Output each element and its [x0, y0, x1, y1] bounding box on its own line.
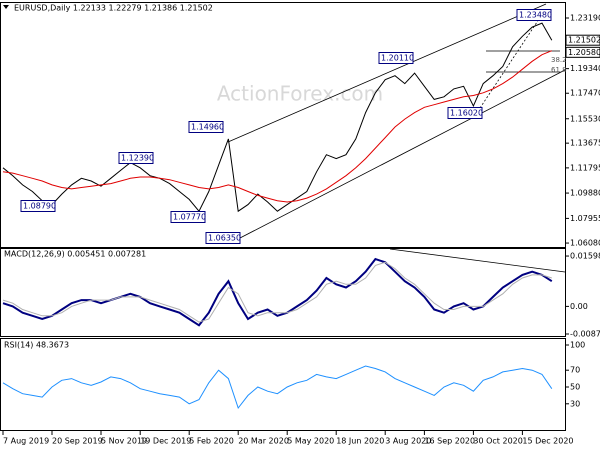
series-line — [2, 261, 552, 323]
annotation-box — [378, 52, 414, 64]
y-tick-label: 1.19340 — [570, 64, 600, 73]
annotation: 1.23480 — [519, 11, 552, 20]
y-tick-label: 0.00 — [570, 302, 588, 311]
y-tick-label: 1.17470 — [570, 89, 600, 98]
annotation-box — [170, 211, 206, 223]
annotation-box — [20, 200, 56, 212]
y-tick-label: 1.07955 — [570, 214, 600, 223]
x-tick-label: 20 Sep 2019 — [52, 437, 103, 446]
price-marker-label: 1.20580 — [568, 48, 600, 57]
x-tick-label: 5 Feb 2020 — [189, 437, 234, 446]
annotation: 1.16020 — [450, 109, 483, 118]
annotation: 1.20110 — [381, 54, 414, 63]
x-tick-label: 18 Jun 2020 — [336, 437, 384, 446]
x-tick-label: 20 Mar 2020 — [238, 437, 289, 446]
x-tick-label: 5 Nov 2019 — [101, 437, 147, 446]
x-tick-label: 5 May 2020 — [287, 437, 334, 446]
annotation: 1.08790 — [23, 202, 56, 211]
macd-title: MACD(12,26,9) 0.005451 0.007281 — [4, 250, 146, 259]
y-tick-label: 1.06080 — [570, 239, 600, 248]
price-panel — [0, 2, 566, 248]
annotation: 1.12390 — [121, 154, 154, 163]
annotation: 1.07770 — [173, 213, 206, 222]
y-tick-label: 1.09880 — [570, 189, 600, 198]
annotation-box — [118, 152, 154, 164]
macd-trendline — [389, 248, 566, 273]
annotation-box — [205, 232, 241, 244]
x-tick-label: 7 Aug 2019 — [3, 437, 49, 446]
series-line — [2, 22, 553, 213]
y-tick-label: 70 — [570, 366, 580, 375]
price-marker — [565, 34, 600, 46]
y-tick-label: 1.23190 — [570, 13, 600, 22]
series-line — [2, 365, 553, 410]
x-tick-label: 15 Dec 2020 — [522, 437, 573, 446]
y-tick-label: -0.008762 — [570, 329, 600, 338]
annotation-box — [516, 9, 552, 21]
channel-lower — [239, 69, 566, 239]
y-tick-label: 100 — [570, 341, 585, 350]
x-tick-label: 3 Aug 2020 — [385, 437, 431, 446]
series-line — [2, 257, 553, 327]
menu-arrow — [3, 5, 9, 9]
fib-label: 38.2 — [551, 56, 567, 64]
channel-upper — [227, 3, 547, 143]
annotation: 1.06350 — [208, 234, 241, 243]
x-tick-label: 16 Sep 2020 — [424, 437, 475, 446]
chart-title: EURUSD,Daily 1.22133 1.22279 1.21386 1.2… — [14, 4, 213, 13]
annotation-box — [447, 107, 483, 119]
watermark: ActionForex.com — [217, 82, 383, 106]
x-tick-label: 30 Oct 2020 — [473, 437, 522, 446]
annotation: 1.14960 — [191, 123, 224, 132]
series-line — [2, 50, 552, 203]
trendlines — [227, 3, 566, 273]
rsi-panel — [0, 338, 566, 431]
y-tick-label: 0.015983 — [570, 252, 600, 261]
y-tick-label: 50 — [570, 383, 580, 392]
price-marker — [565, 46, 600, 58]
rsi-title: RSI(14) 48.3673 — [4, 341, 69, 350]
price-marker-label: 1.21502 — [568, 36, 600, 45]
x-tick-label: 19 Dec 2019 — [140, 437, 191, 446]
macd-panel — [0, 248, 566, 337]
y-tick-label: 1.11795 — [570, 163, 600, 172]
y-tick-label: 1.13675 — [570, 139, 600, 148]
annotation-box — [188, 121, 224, 133]
fib-label: 61.8 — [551, 66, 567, 74]
y-tick-label: 30 — [570, 399, 580, 408]
y-tick-label: 1.15530 — [570, 114, 600, 123]
